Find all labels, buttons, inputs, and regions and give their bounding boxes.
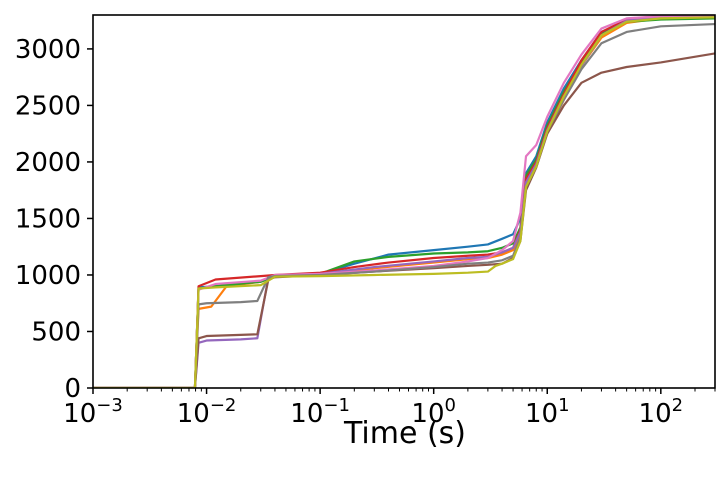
series-line-4 — [93, 15, 715, 388]
series-line-1 — [93, 16, 715, 388]
y-tick-label: 1000 — [15, 261, 81, 291]
y-tick-label: 2000 — [15, 148, 81, 178]
series-line-3 — [93, 17, 715, 388]
x-tick-label: 10−1 — [290, 395, 350, 429]
x-tick-label: 102 — [639, 395, 684, 429]
series-line-6 — [93, 52, 715, 388]
series-line-7 — [93, 15, 715, 388]
series-layer — [93, 15, 715, 388]
x-tick-label: 10−2 — [177, 395, 237, 429]
y-tick-label: 3000 — [15, 35, 81, 65]
y-tick-label: 2500 — [15, 91, 81, 121]
ticks-layer: 10−3 10−2 10−1 100 101 102 0 500 1000 1500 2000 250… — [15, 35, 716, 429]
y-tick-label: 500 — [31, 317, 81, 347]
series-line-9 — [93, 16, 715, 388]
series-line-2 — [93, 16, 715, 388]
x-tick-label: 100 — [411, 395, 456, 429]
series-line-8 — [93, 22, 715, 388]
y-tick-label: 1500 — [15, 204, 81, 234]
series-line-5 — [93, 15, 715, 388]
x-axis-title: Time (s) — [343, 416, 466, 451]
y-tick-label: 0 — [64, 374, 81, 404]
x-tick-label: 10−3 — [63, 395, 123, 429]
plot-frame — [92, 14, 716, 389]
x-tick-label: 101 — [525, 395, 570, 429]
